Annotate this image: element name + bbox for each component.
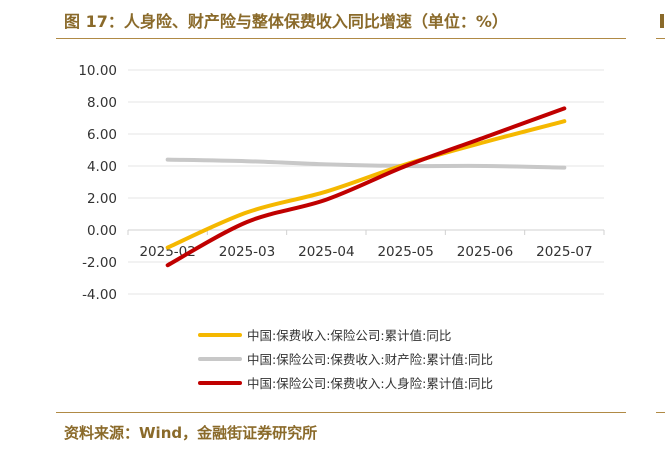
legend: 中国:保费收入:保险公司:累计值:同比中国:保险公司:保费收入:财产险:累计值:… — [198, 328, 493, 391]
y-axis-ticks: 10.00 8.00 6.00 4.00 2.00 0.00 -2.00 -4.00 — [78, 63, 117, 303]
series-line-2 — [165, 106, 567, 268]
series-line-0 — [165, 119, 567, 250]
title-rule — [56, 38, 626, 39]
legend-label-1: 中国:保险公司:保费收入:财产险:累计值:同比 — [247, 352, 493, 367]
x-tick-label: 2025-05 — [377, 244, 433, 260]
x-tick-label: 2025-07 — [536, 244, 592, 260]
y-tick-label: -2.00 — [82, 255, 117, 271]
x-axis-ticks: 2025-02 2025-03 2025-04 2025-05 2025-06 2025-… — [139, 244, 592, 260]
y-tick-label: 8.00 — [87, 95, 117, 111]
source-rule — [56, 412, 626, 413]
next-figure-edge — [660, 14, 664, 28]
legend-label-0: 中国:保费收入:保险公司:累计值:同比 — [247, 328, 451, 343]
chart-title: 图 17：人身险、财产险与整体保费收入同比增速（单位：%） — [64, 12, 508, 31]
x-tick-label: 2025-03 — [219, 244, 275, 260]
y-tick-label: 10.00 — [78, 63, 117, 79]
y-tick-label: 0.00 — [87, 223, 117, 239]
series-line-1 — [165, 157, 567, 170]
y-tick-label: 2.00 — [87, 191, 117, 207]
x-tick-label: 2025-04 — [298, 244, 354, 260]
next-figure-rule-top — [656, 38, 665, 39]
y-tick-label: -4.00 — [82, 287, 117, 303]
source-note: 资料来源：Wind，金融街证券研究所 — [64, 424, 318, 442]
series-lines — [165, 106, 567, 268]
next-figure-rule-bottom — [656, 412, 665, 413]
y-tick-label: 6.00 — [87, 127, 117, 143]
legend-label-2: 中国:保险公司:保费收入:人身险:累计值:同比 — [247, 376, 493, 391]
y-tick-label: 4.00 — [87, 159, 117, 175]
x-tick-label: 2025-06 — [457, 244, 513, 260]
